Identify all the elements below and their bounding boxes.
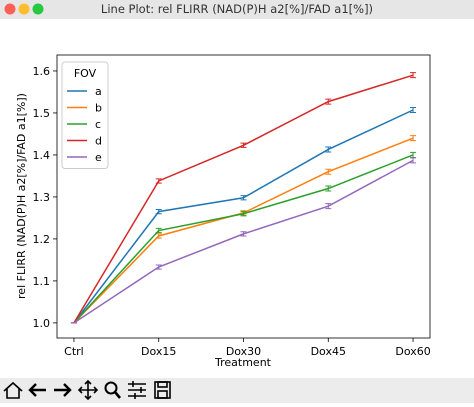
error-bar xyxy=(410,72,417,79)
minimize-button[interactable] xyxy=(18,3,30,15)
error-bar xyxy=(410,151,417,158)
y-tick-label: 1.2 xyxy=(33,233,51,246)
configure-button[interactable] xyxy=(128,381,146,399)
error-bar xyxy=(410,157,417,164)
y-tick-label: 1.1 xyxy=(33,275,51,288)
legend-title: FOV xyxy=(74,67,97,80)
y-tick-label: 1.4 xyxy=(33,149,51,162)
home-button[interactable] xyxy=(3,381,23,399)
error-bar xyxy=(240,142,247,148)
legend-box xyxy=(61,61,109,169)
line xyxy=(73,137,414,324)
error-bar xyxy=(410,106,417,114)
legend-label: c xyxy=(95,118,101,131)
zoom-button[interactable] xyxy=(32,3,44,15)
window-title: Line Plot: rel FLIRR (NAD(P)H a2[%]/FAD … xyxy=(101,2,373,16)
error-bar xyxy=(155,264,162,270)
zoom-tool-button[interactable] xyxy=(104,381,121,399)
y-tick-label: 1.0 xyxy=(33,317,51,330)
error-bar xyxy=(325,168,332,175)
back-button[interactable] xyxy=(28,383,46,397)
error-bar xyxy=(325,185,332,192)
legend-label: e xyxy=(95,151,102,164)
close-button[interactable] xyxy=(4,3,16,15)
error-bar xyxy=(155,178,162,184)
error-bar xyxy=(240,211,247,217)
error-bar xyxy=(240,231,247,237)
legend-label: a xyxy=(95,85,102,98)
legend-label: d xyxy=(95,135,102,148)
line xyxy=(73,159,414,324)
error-bar xyxy=(325,146,332,153)
error-bar xyxy=(325,203,332,210)
error-bar xyxy=(155,227,162,234)
x-tick-label: Dox60 xyxy=(395,345,430,358)
error-bar xyxy=(410,135,417,142)
error-bar xyxy=(240,195,247,201)
x-axis-label: Treatment xyxy=(214,356,272,369)
y-tick-label: 1.5 xyxy=(33,107,51,120)
x-tick-label: Dox30 xyxy=(226,345,261,358)
y-tick-label: 1.3 xyxy=(33,191,51,204)
title-bar xyxy=(0,0,474,19)
plot: 1.0 1.1 1.2 1.3 1.4 1.5 1.6 Ctrl Dox15 Dox30 Dox45… xyxy=(33,61,431,358)
legend-label: b xyxy=(95,102,102,115)
y-axis-label: rel FLIRR (NAD(P)H a2[%]/FAD a1[%]) xyxy=(15,93,28,299)
toolbar-icons xyxy=(3,379,171,401)
save-button[interactable] xyxy=(154,381,171,399)
pan-button[interactable] xyxy=(77,379,99,401)
forward-button[interactable] xyxy=(54,383,72,397)
x-tick-label: Dox15 xyxy=(141,345,176,358)
error-bar xyxy=(325,98,332,105)
x-tick-label: Ctrl xyxy=(64,345,84,358)
error-bar xyxy=(155,209,162,215)
x-tick-label: Dox45 xyxy=(311,345,346,358)
y-tick-label: 1.6 xyxy=(33,65,51,78)
error-bar xyxy=(155,233,162,239)
line xyxy=(73,109,414,324)
